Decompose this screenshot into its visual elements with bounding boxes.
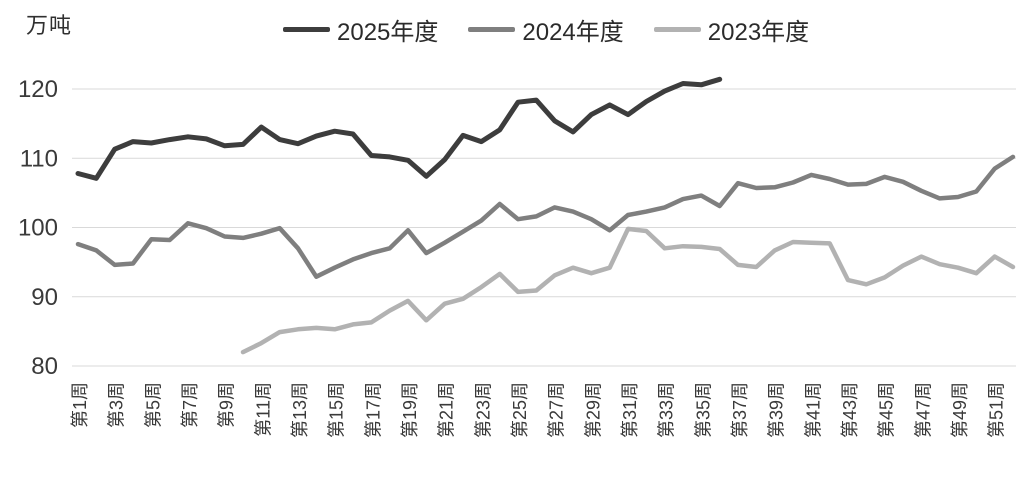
y-axis-tick-labels: 80 90 100 110 120 [18,76,58,380]
legend-line-swatch-2025 [283,27,330,32]
x-axis-tick-label: 第51周 [987,382,1007,438]
y-axis-tick-label: 80 [31,353,58,380]
x-axis-tick-labels: 第1周 第3周 第5周 第7周 第9周 第11周 第13周 第15周 第17周 第19周 第21周第… [70,382,1007,438]
series-lines [75,76,1016,355]
x-axis-tick-label: 第39周 [767,382,787,438]
x-axis-tick-label: 第5周 [143,382,163,428]
legend-item-2024: 2024年度 [468,12,624,47]
legend-item-2023: 2023年度 [653,12,810,47]
x-axis-tick-label: 第21周 [437,382,457,438]
x-axis-tick-label: 第9周 [217,382,237,428]
x-axis-tick-label: 第27周 [547,382,567,438]
legend-line-swatch-2023 [653,27,701,32]
legend-label-2024: 2024年度 [522,19,624,46]
x-axis-tick-label: 第15周 [327,382,347,438]
x-axis-tick-label: 第41周 [803,382,823,438]
y-axis-unit-label: 万吨 [26,13,73,38]
y-axis-tick-label: 110 [20,145,58,172]
series-line-2024年度 [75,154,1016,279]
x-axis-tick-label: 第13周 [290,382,310,438]
legend-label-2025: 2025年度 [337,19,439,46]
x-axis-tick-label: 第1周 [70,382,90,428]
y-axis-tick-label: 120 [18,76,58,103]
y-axis-tick-label: 100 [18,215,58,242]
x-axis-tick-label: 第35周 [693,382,713,438]
x-axis-tick-label: 第19周 [400,382,420,438]
x-axis-tick-label: 第37周 [730,382,750,438]
x-axis-tick-label: 第43周 [840,382,860,438]
chart-legend: 2025年度 2024年度 2023年度 [283,12,809,47]
legend-item-2025: 2025年度 [283,12,438,47]
x-axis-tick-label: 第11周 [253,382,273,437]
legend-line-swatch-2024 [468,27,516,32]
x-axis-tick-label: 第3周 [107,382,127,428]
x-axis-tick-label: 第49周 [950,382,970,438]
x-axis-tick-label: 第45周 [877,382,897,438]
x-axis-tick-label: 第31周 [620,382,640,438]
x-axis-tick-label: 第29周 [583,382,603,438]
x-axis-tick-label: 第23周 [473,382,493,438]
x-axis-tick-label: 第17周 [363,382,383,438]
series-line-2023年度 [240,226,1016,355]
x-axis-tick-label: 第47周 [913,382,933,438]
legend-label-2023: 2023年度 [707,19,810,46]
series-line-2025年度 [75,76,723,181]
gridlines [72,88,1016,367]
x-axis-tick-label: 第33周 [657,382,677,438]
x-axis-tick-label: 第25周 [510,382,530,438]
y-axis-tick-label: 90 [31,284,58,311]
x-axis-tick-label: 第7周 [180,382,200,428]
